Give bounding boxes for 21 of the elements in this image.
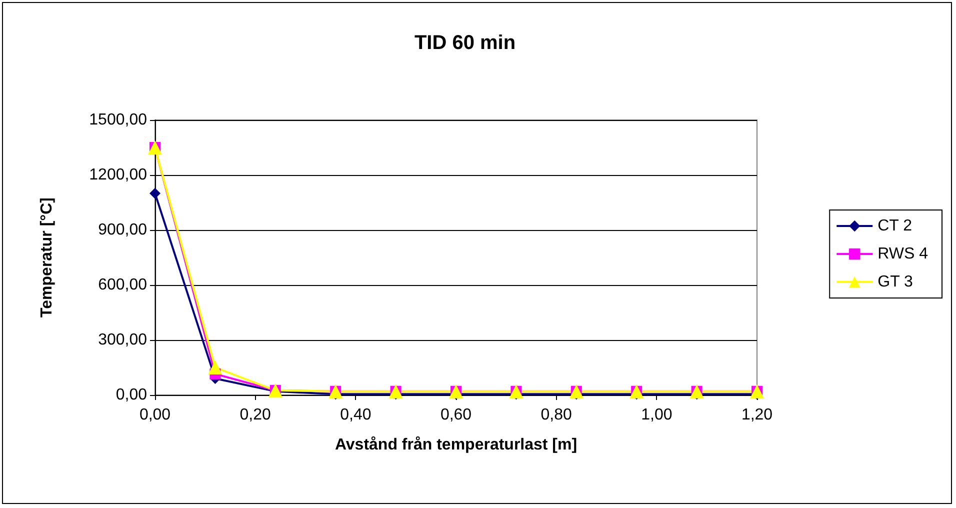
x-tick-label: 0,00 — [139, 406, 171, 424]
legend-label: CT 2 — [878, 218, 912, 234]
y-tick-label: 900,00 — [98, 222, 148, 238]
point — [208, 360, 222, 374]
y-tick-label: 600,00 — [98, 276, 148, 294]
x-tick-label: 0,60 — [440, 406, 472, 424]
y-tick-label: 0,00 — [116, 386, 148, 404]
y-tick-label: 300,00 — [98, 332, 148, 348]
x-tick-label: 0,40 — [340, 406, 372, 424]
x-tick-label: 1,00 — [641, 406, 672, 424]
x-tick-label: 0,20 — [240, 406, 272, 424]
chart-title: TID 60 min — [414, 32, 516, 54]
y-axis-title: Temperatur [°C] — [38, 198, 56, 318]
point — [150, 188, 160, 199]
legend-label: RWS 4 — [878, 246, 928, 262]
legend-label: GT 3 — [878, 274, 913, 290]
y-tick-label: 1500,00 — [89, 112, 148, 128]
y-tick-label: 1200,00 — [89, 166, 148, 184]
x-axis-title: Avstånd från temperaturlast [m] — [334, 436, 578, 454]
x-tick-label: 1,20 — [741, 406, 773, 424]
x-tick-label: 0,80 — [540, 406, 572, 424]
